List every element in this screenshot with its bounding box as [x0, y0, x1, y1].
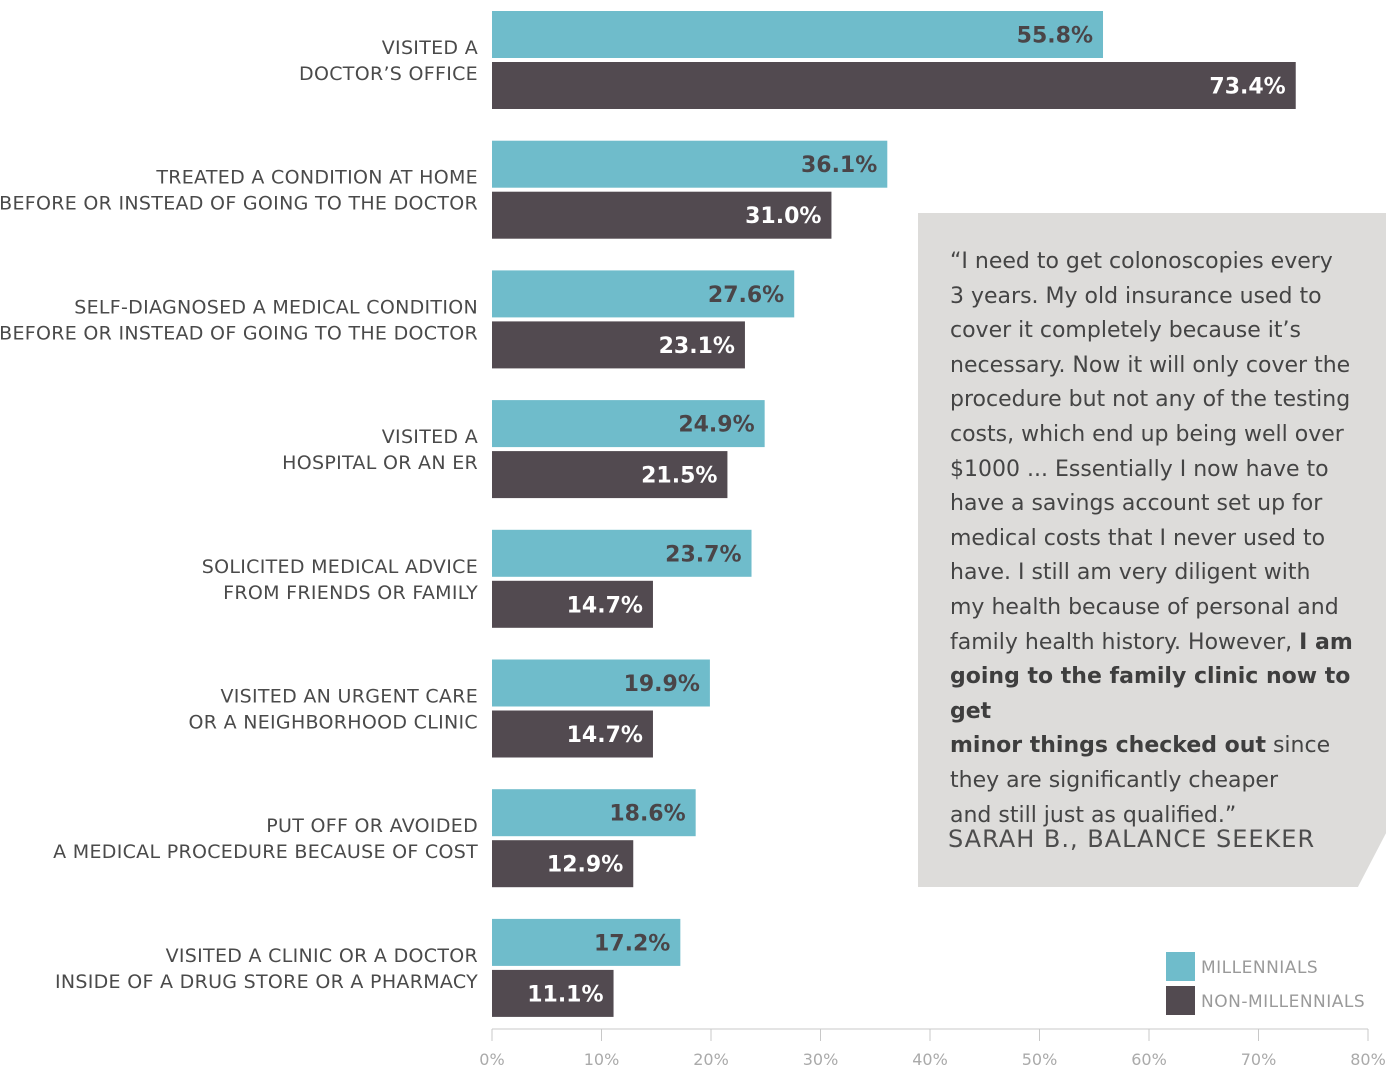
quote-segment: since — [1265, 733, 1331, 759]
millennials-bar-5 — [492, 659, 710, 707]
x-tick-label-5: 50% — [1022, 1050, 1058, 1069]
category-label-3-line-1: HOSPITAL OR AN ER — [282, 452, 478, 474]
non-millennials-value-label-3: 21.5% — [641, 464, 717, 489]
millennials-bar-3 — [492, 400, 765, 448]
x-tick-label-7: 70% — [1241, 1050, 1277, 1069]
category-label-5-line-1: OR A NEIGHBORHOOD CLINIC — [188, 712, 478, 734]
quote-segment: 3 years. My old insurance used to — [950, 283, 1322, 309]
millennials-value-label-5: 19.9% — [624, 672, 700, 697]
millennials-value-label-7: 17.2% — [594, 931, 670, 956]
quote-segment: have a savings account set up for — [950, 491, 1323, 517]
legend-swatch-1 — [1166, 986, 1195, 1015]
x-tick-label-0: 0% — [479, 1050, 504, 1069]
quote-segment: $1000 ... Essentially I now have to — [950, 456, 1329, 482]
quote-text: “I need to get colonoscopies every 3 year… — [950, 245, 1380, 833]
quote-segment: they are significantly cheaper — [950, 767, 1279, 793]
non-millennials-bar-0 — [492, 62, 1296, 109]
legend: MILLENNIALS NON-MILLENNIALS — [1166, 952, 1365, 1015]
category-labels: VISITED A DOCTOR’S OFFICE TREATED A CONDIT… — [0, 37, 478, 993]
quote-segment: and still just as qualified.” — [950, 802, 1237, 828]
millennials-bar-4 — [492, 529, 752, 577]
x-tick-label-2: 20% — [693, 1050, 729, 1069]
category-label-1-line-0: TREATED A CONDITION AT HOME — [155, 167, 478, 189]
quote-emphasis: going to the family clinic now to get — [950, 664, 1351, 724]
non-millennials-bar-3 — [492, 451, 728, 499]
quote-segment: my health because of personal and — [950, 594, 1339, 620]
millennials-bar-0 — [492, 11, 1104, 58]
non-millennials-bar-2 — [492, 321, 745, 369]
non-millennials-bar-5 — [492, 710, 653, 758]
legend-label-1: NON-MILLENNIALS — [1201, 992, 1365, 1012]
x-tick-label-3: 30% — [803, 1050, 839, 1069]
quote-emphasis: I am — [1299, 629, 1353, 655]
quote-segment: necessary. Now it will only cover the — [950, 352, 1351, 378]
millennials-value-label-6: 18.6% — [609, 802, 685, 827]
quote-attribution: SARAH B., BALANCE SEEKER — [948, 825, 1316, 853]
category-label-4-line-1: FROM FRIENDS OR FAMILY — [223, 582, 478, 604]
millennials-value-label-1: 36.1% — [801, 153, 877, 178]
quote-segment: family health history. However, — [950, 629, 1300, 655]
legend-label-0: MILLENNIALS — [1201, 958, 1318, 978]
quote-box: “I need to get colonoscopies every 3 year… — [918, 213, 1386, 887]
millennials-value-label-2: 27.6% — [708, 283, 784, 308]
non-millennials-value-label-0: 73.4% — [1209, 75, 1285, 100]
category-label-6-line-1: A MEDICAL PROCEDURE BECAUSE OF COST — [53, 841, 478, 863]
category-label-2-line-0: SELF-DIAGNOSED A MEDICAL CONDITION — [74, 296, 478, 318]
category-label-4-line-0: SOLICITED MEDICAL ADVICE — [202, 556, 478, 578]
non-millennials-value-label-2: 23.1% — [659, 334, 735, 359]
category-label-1-line-1: BEFORE OR INSTEAD OF GOING TO THE DOCTOR — [0, 193, 478, 215]
category-label-7-line-1: INSIDE OF A DRUG STORE OR A PHARMACY — [55, 971, 478, 993]
quote-segment: have. I still am very diligent with — [950, 560, 1311, 586]
millennials-bar-7 — [492, 918, 681, 966]
millennials-bar-1 — [492, 140, 888, 188]
millennials-value-label-3: 24.9% — [678, 413, 754, 438]
x-tick-label-1: 10% — [584, 1050, 620, 1069]
category-label-0-line-1: DOCTOR’S OFFICE — [299, 63, 478, 85]
non-millennials-bar-4 — [492, 580, 653, 628]
non-millennials-value-label-5: 14.7% — [567, 723, 643, 748]
millennials-bar-2 — [492, 270, 795, 318]
category-label-6-line-0: PUT OFF OR AVOIDED — [266, 815, 478, 837]
non-millennials-value-label-6: 12.9% — [547, 853, 623, 878]
non-millennials-value-label-1: 31.0% — [745, 204, 821, 229]
quote-segment: “I need to get colonoscopies every — [950, 249, 1333, 274]
millennials-bar-6 — [492, 789, 696, 837]
category-label-0-line-0: VISITED A — [382, 37, 478, 59]
quote-segment: procedure but not any of the testing — [950, 387, 1351, 413]
x-axis: 0% 10% 20% 30% 40% 50% 60% 70% 80% — [479, 1028, 1386, 1069]
category-label-3-line-0: VISITED A — [382, 426, 478, 448]
category-label-2-line-1: BEFORE OR INSTEAD OF GOING TO THE DOCTOR — [0, 322, 478, 344]
quote-emphasis: minor things checked out — [950, 733, 1266, 759]
legend-swatch-0 — [1166, 952, 1195, 981]
millennials-value-label-4: 23.7% — [665, 542, 741, 567]
category-label-5-line-0: VISITED AN URGENT CARE — [220, 686, 478, 708]
quote-segment: cover it completely because it’s — [950, 318, 1301, 344]
x-tick-label-4: 40% — [912, 1050, 948, 1069]
quote-segment: medical costs that I never used to — [950, 525, 1326, 551]
bars-group: 55.8% 73.4% 36.1% 31.0% 27.6% 23.1% 24.9% 21.5%… — [492, 11, 1296, 1017]
millennials-value-label-0: 55.8% — [1017, 24, 1093, 49]
non-millennials-bar-1 — [492, 191, 832, 239]
quote-segment: costs, which end up being well over — [950, 421, 1344, 447]
non-millennials-bar-7 — [492, 969, 614, 1017]
category-label-7-line-0: VISITED A CLINIC OR A DOCTOR — [166, 945, 478, 967]
non-millennials-value-label-4: 14.7% — [567, 593, 643, 618]
x-tick-label-6: 60% — [1131, 1050, 1167, 1069]
x-tick-label-8: 80% — [1350, 1050, 1386, 1069]
non-millennials-value-label-7: 11.1% — [527, 982, 603, 1007]
non-millennials-bar-6 — [492, 840, 634, 888]
